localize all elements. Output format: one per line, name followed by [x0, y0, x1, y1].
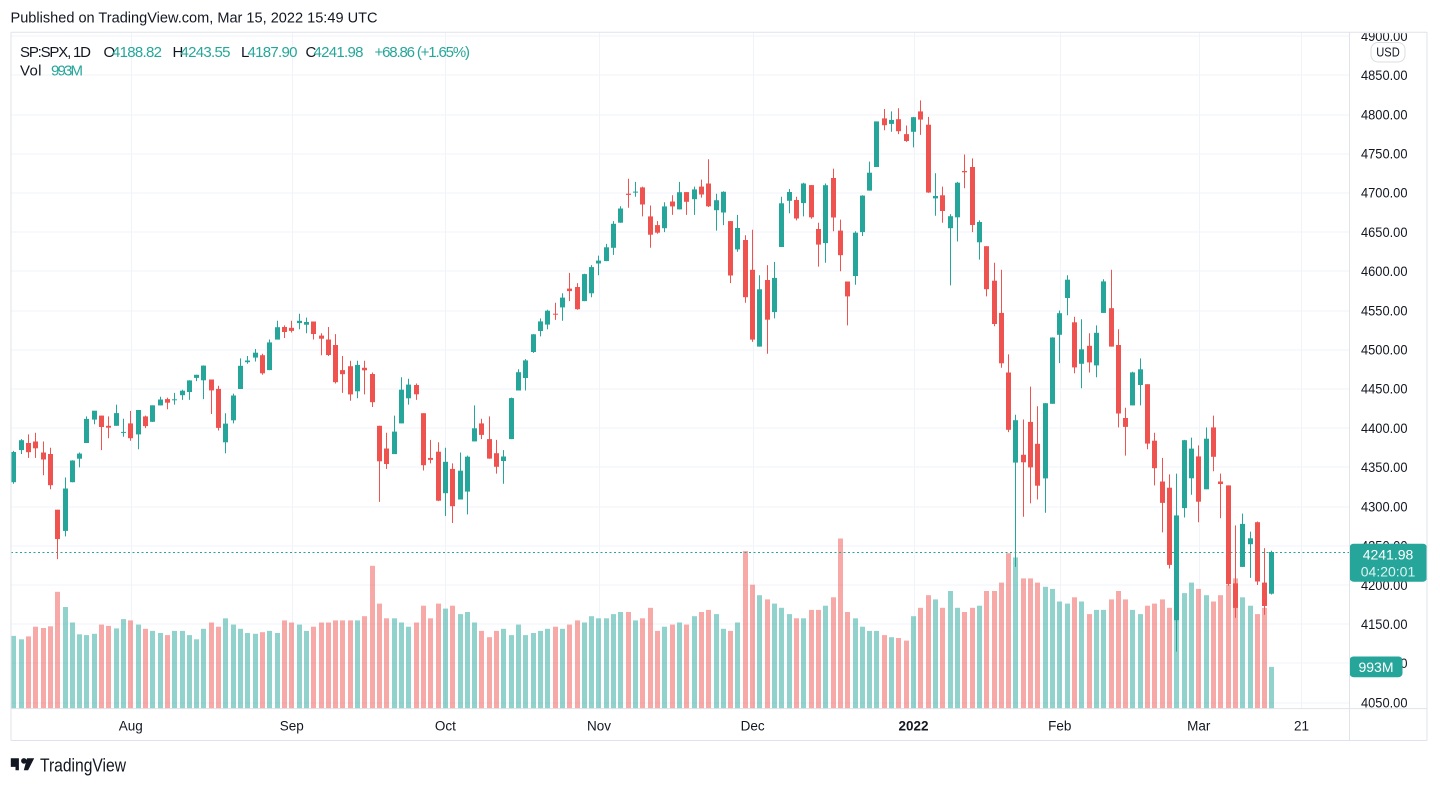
svg-text:21: 21 — [1294, 719, 1309, 734]
svg-text:4400.00: 4400.00 — [1361, 421, 1408, 436]
svg-text:4450.00: 4450.00 — [1361, 382, 1408, 397]
svg-text:SP:SPX, 1D: SP:SPX, 1D — [20, 44, 91, 61]
svg-text:4300.00: 4300.00 — [1361, 499, 1408, 514]
svg-text:Feb: Feb — [1048, 719, 1071, 734]
svg-text:USD: USD — [1376, 45, 1400, 60]
svg-text:4241.98: 4241.98 — [314, 44, 364, 61]
svg-text:4650.00: 4650.00 — [1361, 225, 1408, 240]
svg-text:Published on TradingView.com,: Published on TradingView.com, Mar 15, 20… — [11, 9, 378, 26]
svg-text:4550.00: 4550.00 — [1361, 303, 1408, 318]
svg-text:4750.00: 4750.00 — [1361, 147, 1408, 162]
svg-text:Dec: Dec — [741, 719, 765, 734]
svg-text:Sep: Sep — [280, 719, 304, 734]
svg-text:Oct: Oct — [435, 719, 456, 734]
svg-text:993M: 993M — [51, 63, 83, 80]
svg-text:4850.00: 4850.00 — [1361, 68, 1408, 83]
svg-text:4600.00: 4600.00 — [1361, 264, 1408, 279]
svg-text:4050.00: 4050.00 — [1361, 695, 1408, 710]
svg-text:4241.98: 4241.98 — [1363, 546, 1414, 562]
svg-text:Mar: Mar — [1187, 719, 1211, 734]
svg-text:4800.00: 4800.00 — [1361, 107, 1408, 122]
svg-text:4187.90: 4187.90 — [248, 44, 298, 61]
svg-text:O: O — [104, 44, 116, 61]
svg-text:2022: 2022 — [898, 719, 928, 734]
svg-text:+68.86 (+1.65%): +68.86 (+1.65%) — [375, 44, 471, 61]
svg-text:H: H — [173, 44, 184, 61]
svg-text:4243.55: 4243.55 — [181, 44, 231, 61]
svg-text:Aug: Aug — [119, 719, 143, 734]
svg-text:4700.00: 4700.00 — [1361, 186, 1408, 201]
svg-text:4500.00: 4500.00 — [1361, 343, 1408, 358]
svg-text:TradingView: TradingView — [40, 755, 127, 776]
svg-text:C: C — [306, 44, 317, 61]
svg-text:Nov: Nov — [587, 719, 611, 734]
svg-text:993M: 993M — [1358, 659, 1393, 675]
svg-text:4188.82: 4188.82 — [112, 44, 162, 61]
svg-text:04:20:01: 04:20:01 — [1361, 563, 1416, 579]
svg-text:4150.00: 4150.00 — [1361, 617, 1408, 632]
svg-text:Vol: Vol — [20, 63, 42, 80]
svg-text:L: L — [241, 44, 249, 61]
svg-text:4350.00: 4350.00 — [1361, 460, 1408, 475]
